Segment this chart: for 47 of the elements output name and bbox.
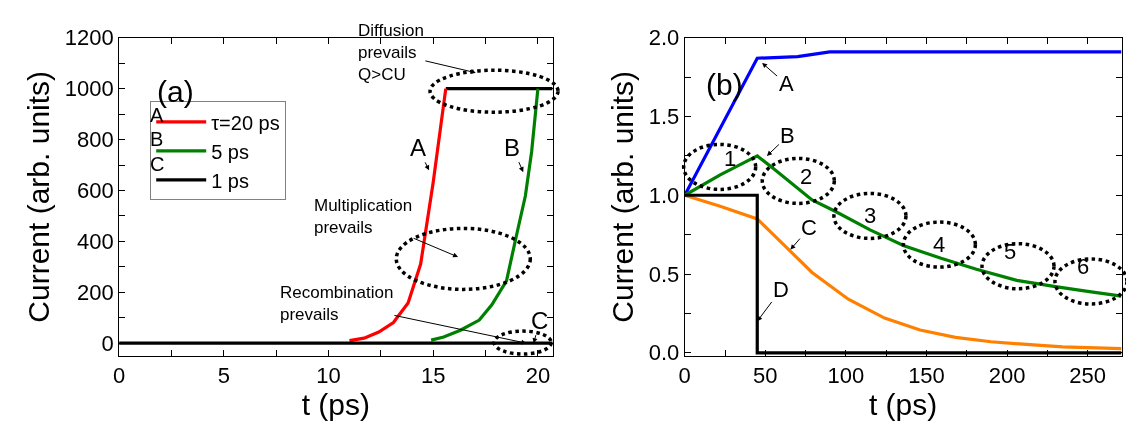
y-tick-label: 2.0: [648, 25, 680, 51]
annotation: (a): [157, 75, 194, 108]
annotation: A: [779, 71, 794, 96]
annotation: Diffusion prevails Q>CU: [358, 21, 424, 85]
annotation: Recombination prevails: [280, 283, 394, 325]
annotation: B: [150, 128, 164, 150]
annotation: 2: [800, 164, 813, 189]
annotation: A: [410, 134, 427, 161]
y-tick-label: 1.5: [648, 104, 680, 130]
x-axis-title: t (ps): [301, 388, 371, 422]
annotation: B: [504, 134, 521, 161]
y-tick-label: 1200: [64, 25, 114, 51]
annotation: D: [773, 277, 789, 302]
y-tick-label: 0.0: [648, 340, 680, 366]
legend-label: 1 ps: [211, 169, 249, 192]
y-axis-title: Current (arb. units): [605, 70, 639, 323]
x-tick-label: 200: [988, 363, 1026, 389]
annotation: C: [531, 307, 549, 334]
annotation: Multiplication prevails: [314, 196, 413, 238]
x-tick-label: 250: [1069, 363, 1107, 389]
x-tick-label: 150: [908, 363, 945, 389]
x-tick-label: 10: [316, 363, 341, 389]
y-tick-label: 0.5: [648, 261, 680, 287]
y-tick-label: 1.0: [648, 182, 680, 208]
annotation: 1: [724, 146, 737, 171]
x-axis-title: t (ps): [868, 388, 938, 422]
annotation: 4: [933, 232, 946, 257]
x-tick-label: 15: [420, 363, 446, 389]
x-tick-label: 20: [525, 363, 551, 389]
annotation: C: [801, 215, 817, 240]
legend-label: τ=20 ps: [211, 111, 280, 134]
annotation: C: [150, 153, 165, 175]
y-tick-label: 600: [77, 178, 114, 204]
y-tick-label: 400: [77, 229, 114, 255]
annotation: B: [780, 123, 795, 148]
y-tick-label: 0: [101, 330, 114, 356]
y-tick-label: 800: [77, 127, 114, 153]
y-axis-title: Current (arb. units): [21, 70, 55, 323]
legend-label: 5 ps: [211, 140, 249, 163]
y-tick-label: 1000: [64, 76, 114, 102]
annotation: 6: [1077, 254, 1090, 279]
annotation: (b): [706, 68, 743, 101]
x-tick-label: 5: [217, 363, 230, 389]
x-tick-label: 100: [827, 363, 865, 389]
y-tick-label: 200: [77, 279, 114, 305]
x-tick-label: 50: [753, 363, 778, 389]
annotation: 3: [864, 203, 877, 228]
